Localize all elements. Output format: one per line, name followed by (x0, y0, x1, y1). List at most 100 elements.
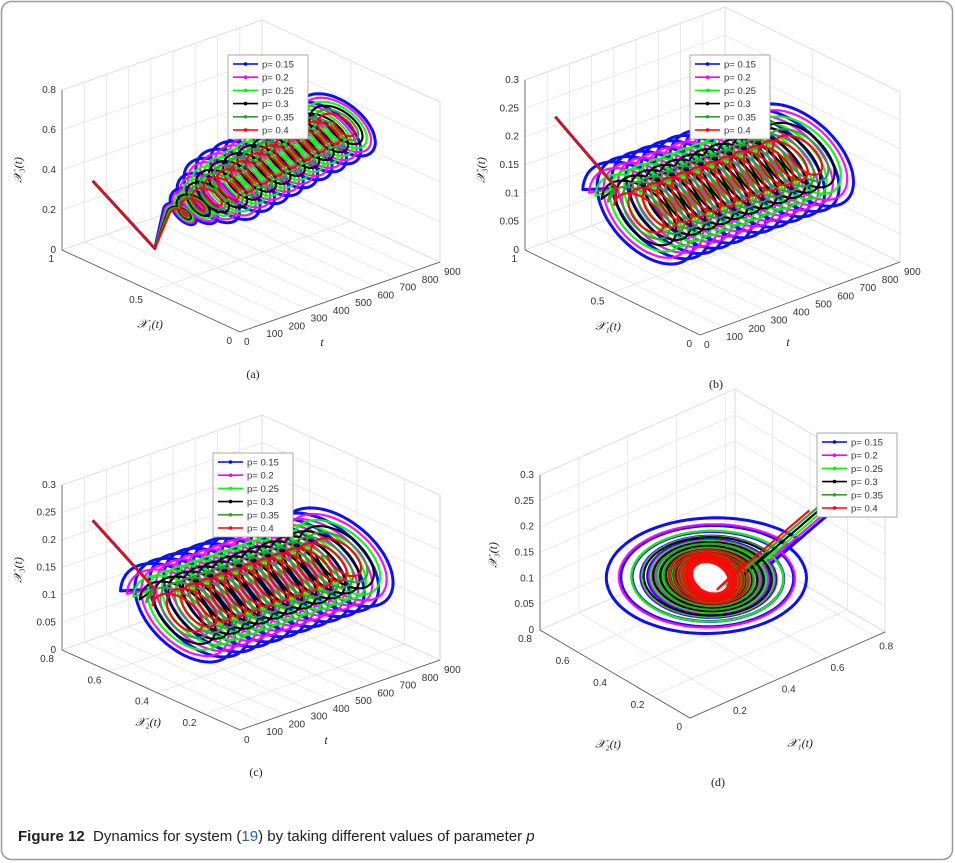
x-tick-label: 500 (815, 299, 832, 310)
x-tick-label: 200 (748, 324, 765, 335)
legend-label: p= 0.4 (851, 504, 878, 515)
z-tick-label: 0 (528, 625, 534, 636)
z-tick-label: 0.25 (515, 496, 535, 507)
grid-line (106, 234, 285, 317)
legend-marker (228, 473, 233, 477)
x-tick-label: 600 (377, 688, 394, 699)
x-tick-label: 0.2 (733, 706, 747, 717)
trajectory (554, 116, 830, 240)
legend-label: p= 0.2 (262, 73, 289, 84)
panel-label: (d) (711, 775, 725, 789)
grid-line (84, 641, 263, 723)
y-tick-label: 1 (511, 254, 517, 265)
y-tick-label: 1 (48, 254, 54, 265)
y-tick-label: 0 (676, 722, 682, 733)
z-tick-label: 0.05 (37, 618, 57, 629)
legend: p= 0.15 p= 0.2 p= 0.25 p= 0.3 p= 0.35 p= 0.4 (816, 432, 898, 518)
legend-box (816, 432, 898, 518)
x-tick-label: 900 (444, 665, 461, 676)
x-tick-label: 500 (355, 298, 372, 309)
z-tick-label: 0.15 (37, 563, 57, 574)
legend-marker (228, 526, 233, 530)
x-tick-label: 200 (288, 719, 305, 730)
grid-line (239, 587, 418, 669)
legend-box (689, 54, 771, 140)
z-tick-label: 0.2 (505, 132, 519, 143)
z-axis-label: 𝒳₃(t) (474, 157, 488, 183)
legend-box (212, 452, 294, 538)
panel-label: (c) (249, 765, 262, 779)
x-tick-label: 300 (311, 314, 328, 325)
x-tick-label: 0 (244, 735, 250, 746)
legend-label: p= 0.4 (262, 126, 289, 137)
x-tick-label: 200 (288, 321, 305, 332)
legend-marker (243, 75, 248, 79)
y-tick-label: 0.2 (631, 700, 645, 711)
legend-marker (832, 466, 837, 471)
legend: p= 0.15 p= 0.2 p= 0.25 p= 0.3 p= 0.35 p= 0.4 (212, 452, 294, 538)
legend-label: p= 0.2 (851, 451, 878, 462)
y-tick-label: 0.8 (40, 654, 54, 665)
grid-line (204, 643, 405, 715)
grid-line (128, 626, 307, 707)
legend-label: p= 0.35 (724, 112, 756, 123)
grid-line (195, 203, 374, 286)
axis-line (61, 649, 441, 731)
equation-ref[interactable]: 19 (241, 828, 259, 845)
z-tick-label: 0.05 (515, 599, 535, 610)
z-tick-label: 0 (50, 245, 56, 256)
x-tick-label: 400 (793, 308, 810, 319)
legend-marker (228, 513, 233, 517)
trajectory (554, 116, 824, 234)
trajectory (554, 116, 836, 247)
z-tick-label: 0.2 (42, 205, 56, 216)
y-axis-label: 𝒳₁(t) (595, 319, 621, 333)
x-tick-label: 700 (860, 283, 877, 294)
trajectory (91, 519, 363, 633)
y-tick-label: 0.4 (593, 678, 607, 689)
y-axis-label: 𝒳₂(t) (595, 737, 621, 751)
z-tick-label: 0.8 (42, 85, 56, 96)
grid-line (150, 220, 352, 292)
x-axis-label: t (324, 733, 328, 747)
x-axis-label: 𝒳₁(t) (787, 736, 813, 750)
legend: p= 0.15 p= 0.2 p= 0.25 p= 0.3 p= 0.35 p= 0.4 (689, 54, 771, 140)
legend-label: p= 0.4 (247, 524, 274, 535)
z-axis-label: 𝒳₃(t) (11, 557, 25, 583)
legend-marker (243, 115, 248, 119)
y-tick-label: 0.5 (129, 295, 143, 306)
x-tick-label: 0.8 (879, 641, 893, 652)
legend-marker (228, 486, 233, 491)
x-tick-label: 900 (904, 267, 921, 278)
z-tick-label: 0.3 (520, 470, 534, 481)
x-tick-label: 600 (377, 290, 394, 301)
grid-line (613, 217, 790, 303)
z-tick-label: 0.3 (42, 480, 56, 491)
legend-label: p= 0.35 (851, 490, 883, 501)
caption-text: ) by taking different values of paramete… (258, 828, 527, 845)
legend-label: p= 0.4 (724, 126, 751, 137)
legend-label: p= 0.25 (724, 86, 756, 97)
grid-line (156, 622, 358, 693)
axis-line (61, 249, 441, 333)
z-tick-label: 0.05 (500, 217, 520, 228)
y-axis-label: 𝒳₁(t) (137, 317, 163, 331)
grid-line (172, 210, 352, 294)
x-tick-label: 600 (837, 291, 854, 302)
x-tick-label: 100 (266, 727, 283, 738)
x-tick-label: 0.4 (782, 684, 796, 695)
x-tick-label: 0.6 (831, 663, 845, 674)
y-tick-label: 0 (226, 336, 232, 347)
legend-label: p= 0.3 (851, 477, 878, 488)
x-tick-label: 0 (244, 337, 250, 348)
z-tick-label: 0.1 (520, 573, 534, 584)
legend-marker (832, 479, 837, 484)
grid-line (106, 634, 285, 715)
axis-line (539, 629, 886, 719)
x-tick-label: 700 (400, 283, 417, 294)
grid-line (84, 241, 263, 325)
x-tick-label: 300 (311, 712, 328, 723)
z-tick-label: 0 (513, 245, 519, 256)
